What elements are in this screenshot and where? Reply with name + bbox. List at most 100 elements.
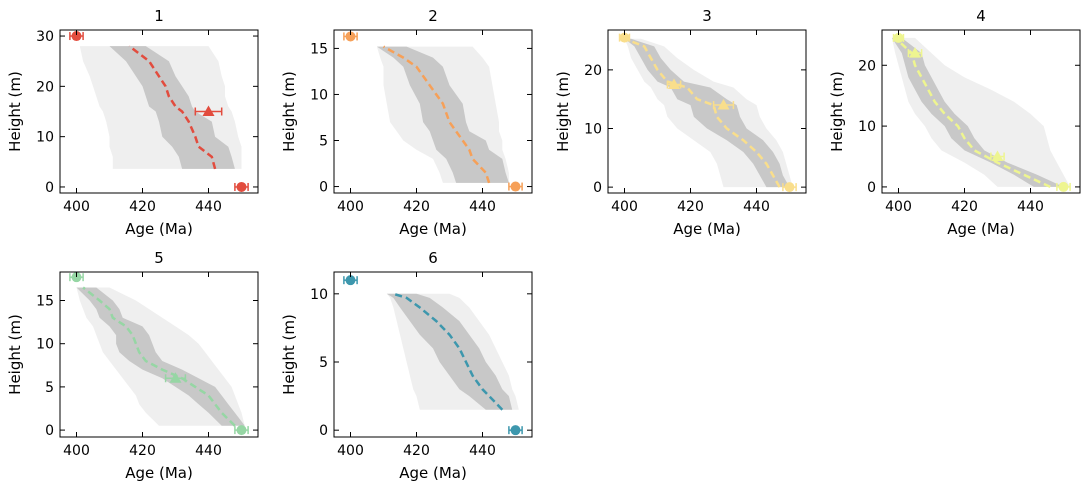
constraint-marker-1 [717, 99, 730, 110]
y-tick-label: 5 [319, 134, 328, 150]
x-tick-label: 440 [1017, 199, 1044, 215]
ci68-band [109, 46, 235, 169]
median-line [128, 45, 217, 170]
y-tick-label: 10 [36, 130, 54, 146]
x-axis-label: Age (Ma) [125, 220, 193, 238]
y-axis-label: Height (m) [6, 314, 24, 395]
panel-title: 1 [154, 7, 164, 25]
constraint-marker-0 [236, 181, 247, 192]
plot-area [76, 286, 245, 427]
y-axis-label: Height (m) [554, 71, 572, 152]
x-tick-label: 420 [129, 199, 156, 215]
x-tick-label: 440 [195, 443, 222, 459]
y-tick-label: 10 [310, 87, 328, 103]
y-tick-label: 10 [310, 287, 328, 303]
axes-frame [881, 29, 1081, 194]
ci68-band [386, 293, 513, 410]
x-tick-label: 440 [195, 199, 222, 215]
constraint-marker-0 [510, 181, 521, 192]
y-tick-label: 0 [593, 180, 602, 196]
y-tick-label: 0 [319, 423, 328, 439]
plot-area [386, 292, 519, 411]
constraint-marker-2 [668, 78, 680, 90]
y-tick-label: 20 [36, 79, 54, 95]
y-tick-label: 5 [319, 355, 328, 371]
y-tick-label: 20 [584, 63, 602, 79]
y-axis-label: Height (m) [828, 71, 846, 152]
x-tick-label: 400 [611, 199, 638, 215]
y-axis-label: Height (m) [280, 314, 298, 395]
constraint-marker-3 [893, 32, 904, 43]
median-line [894, 36, 1051, 189]
median-line [393, 292, 504, 411]
y-tick-label: 20 [858, 58, 876, 74]
panel-4: 400 420 440 0 10 20 Age (Ma) Height (m) 4 [828, 7, 1081, 238]
constraint-marker-2 [909, 47, 921, 58]
axes-frame [607, 29, 807, 194]
panel-title: 2 [428, 7, 438, 25]
constraint-marker-0 [1058, 181, 1069, 192]
y-tick-label: 0 [45, 423, 54, 439]
x-axis-label: Age (Ma) [673, 220, 741, 238]
constraint-marker-2 [71, 31, 82, 42]
plot-area [624, 37, 793, 188]
x-axis-label: Age (Ma) [399, 464, 467, 482]
panel-title: 4 [976, 7, 986, 25]
y-tick-label: 5 [45, 380, 54, 396]
y-tick-label: 0 [45, 180, 54, 196]
panel-title: 5 [154, 249, 164, 267]
x-tick-label: 400 [337, 199, 364, 215]
ci95-band [891, 37, 1071, 187]
y-tick-label: 15 [310, 41, 328, 57]
constraint-marker-0 [510, 425, 521, 436]
constraint-marker-1 [345, 275, 356, 286]
axes-frame [59, 271, 259, 438]
axes-frame [333, 29, 533, 194]
x-tick-label: 420 [403, 443, 430, 459]
panel-3: 400 420 440 0 10 20 Age (Ma) Height (m) 3 [554, 7, 807, 238]
axes-frame [59, 29, 259, 194]
plot-area [376, 45, 509, 184]
y-tick-label: 0 [867, 180, 876, 196]
constraint-marker-3 [619, 32, 630, 43]
constraint-marker-1 [202, 105, 215, 116]
x-tick-label: 420 [677, 199, 704, 215]
median-line [82, 286, 236, 427]
constraint-marker-0 [236, 425, 247, 436]
plot-area [79, 45, 242, 170]
y-axis-label: Height (m) [6, 71, 24, 152]
x-tick-label: 400 [63, 443, 90, 459]
x-tick-label: 420 [403, 199, 430, 215]
y-axis-label: Height (m) [280, 71, 298, 152]
panel-5: 400 420 440 0 5 10 15 Age (Ma) Height (m) 5 [6, 249, 259, 482]
constraint-marker-1 [991, 150, 1004, 162]
y-tick-label: 0 [319, 180, 328, 196]
panel-6: 400 420 440 0 5 10 Age (Ma) Height (m) 6 [280, 249, 533, 482]
x-axis-label: Age (Ma) [947, 220, 1015, 238]
constraint-marker-1 [169, 372, 182, 383]
x-tick-label: 400 [885, 199, 912, 215]
x-axis-label: Age (Ma) [125, 464, 193, 482]
y-tick-label: 10 [858, 119, 876, 135]
y-tick-label: 30 [36, 29, 54, 45]
constraint-marker-0 [784, 182, 795, 193]
y-tick-label: 10 [36, 337, 54, 353]
panel-2: 400 420 440 0 5 10 15 Age (Ma) Height (m) 2 [280, 7, 533, 238]
x-tick-label: 440 [743, 199, 770, 215]
x-tick-label: 440 [469, 199, 496, 215]
axes-frame [333, 271, 533, 438]
x-tick-label: 400 [337, 443, 364, 459]
x-axis-label: Age (Ma) [399, 220, 467, 238]
x-tick-label: 420 [129, 443, 156, 459]
ci68-band [376, 46, 509, 183]
ci68-band [624, 38, 790, 188]
median-line [382, 45, 491, 184]
y-tick-label: 10 [584, 122, 602, 138]
plot-area [891, 36, 1071, 189]
constraint-marker-2 [71, 272, 82, 283]
constraint-marker-1 [345, 31, 356, 42]
panel-title: 6 [428, 249, 438, 267]
panel-title: 3 [702, 7, 712, 25]
panel-1: 400 420 440 0 10 20 30 Age (Ma) Height (m) 1 [6, 7, 259, 238]
